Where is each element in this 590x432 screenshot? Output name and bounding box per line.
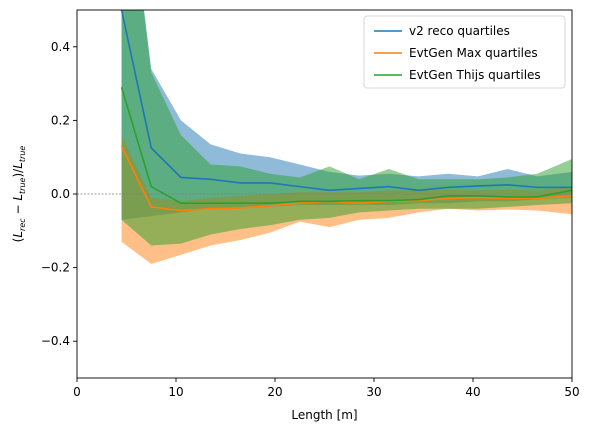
legend-label: v2 reco quartiles: [409, 24, 510, 38]
x-tick-label: 20: [267, 385, 282, 399]
median-line-0: [120, 10, 572, 192]
x-axis-ticks: 0 10 20 30 40 50: [73, 378, 580, 399]
x-tick-label: 50: [564, 385, 579, 399]
legend: v2 reco quartiles EvtGen Max quartiles Evt…: [363, 15, 566, 89]
legend-label: EvtGen Thijs quartiles: [409, 68, 541, 82]
y-axis-label: (Lrec − Ltrue)/Ltrue: [11, 146, 27, 243]
median-line-2: [120, 87, 572, 204]
y-axis-ticks: −0.4 −0.2 0.0 0.2 0.4: [41, 40, 77, 348]
y-tick-label: 0.4: [51, 40, 70, 54]
y-tick-label: 0.0: [51, 187, 70, 201]
legend-label: EvtGen Max quartiles: [409, 46, 538, 60]
x-tick-label: 0: [73, 385, 81, 399]
x-axis-label: Length [m]: [291, 408, 357, 422]
legend-frame: [363, 15, 566, 89]
median-line-1: [120, 145, 572, 212]
x-tick-label: 10: [168, 385, 183, 399]
x-tick-label: 40: [465, 385, 480, 399]
median-lines: [120, 10, 572, 212]
x-tick-label: 30: [366, 385, 381, 399]
y-tick-label: 0.2: [51, 113, 70, 127]
y-tick-label: −0.2: [41, 261, 70, 275]
y-tick-label: −0.4: [41, 334, 70, 348]
